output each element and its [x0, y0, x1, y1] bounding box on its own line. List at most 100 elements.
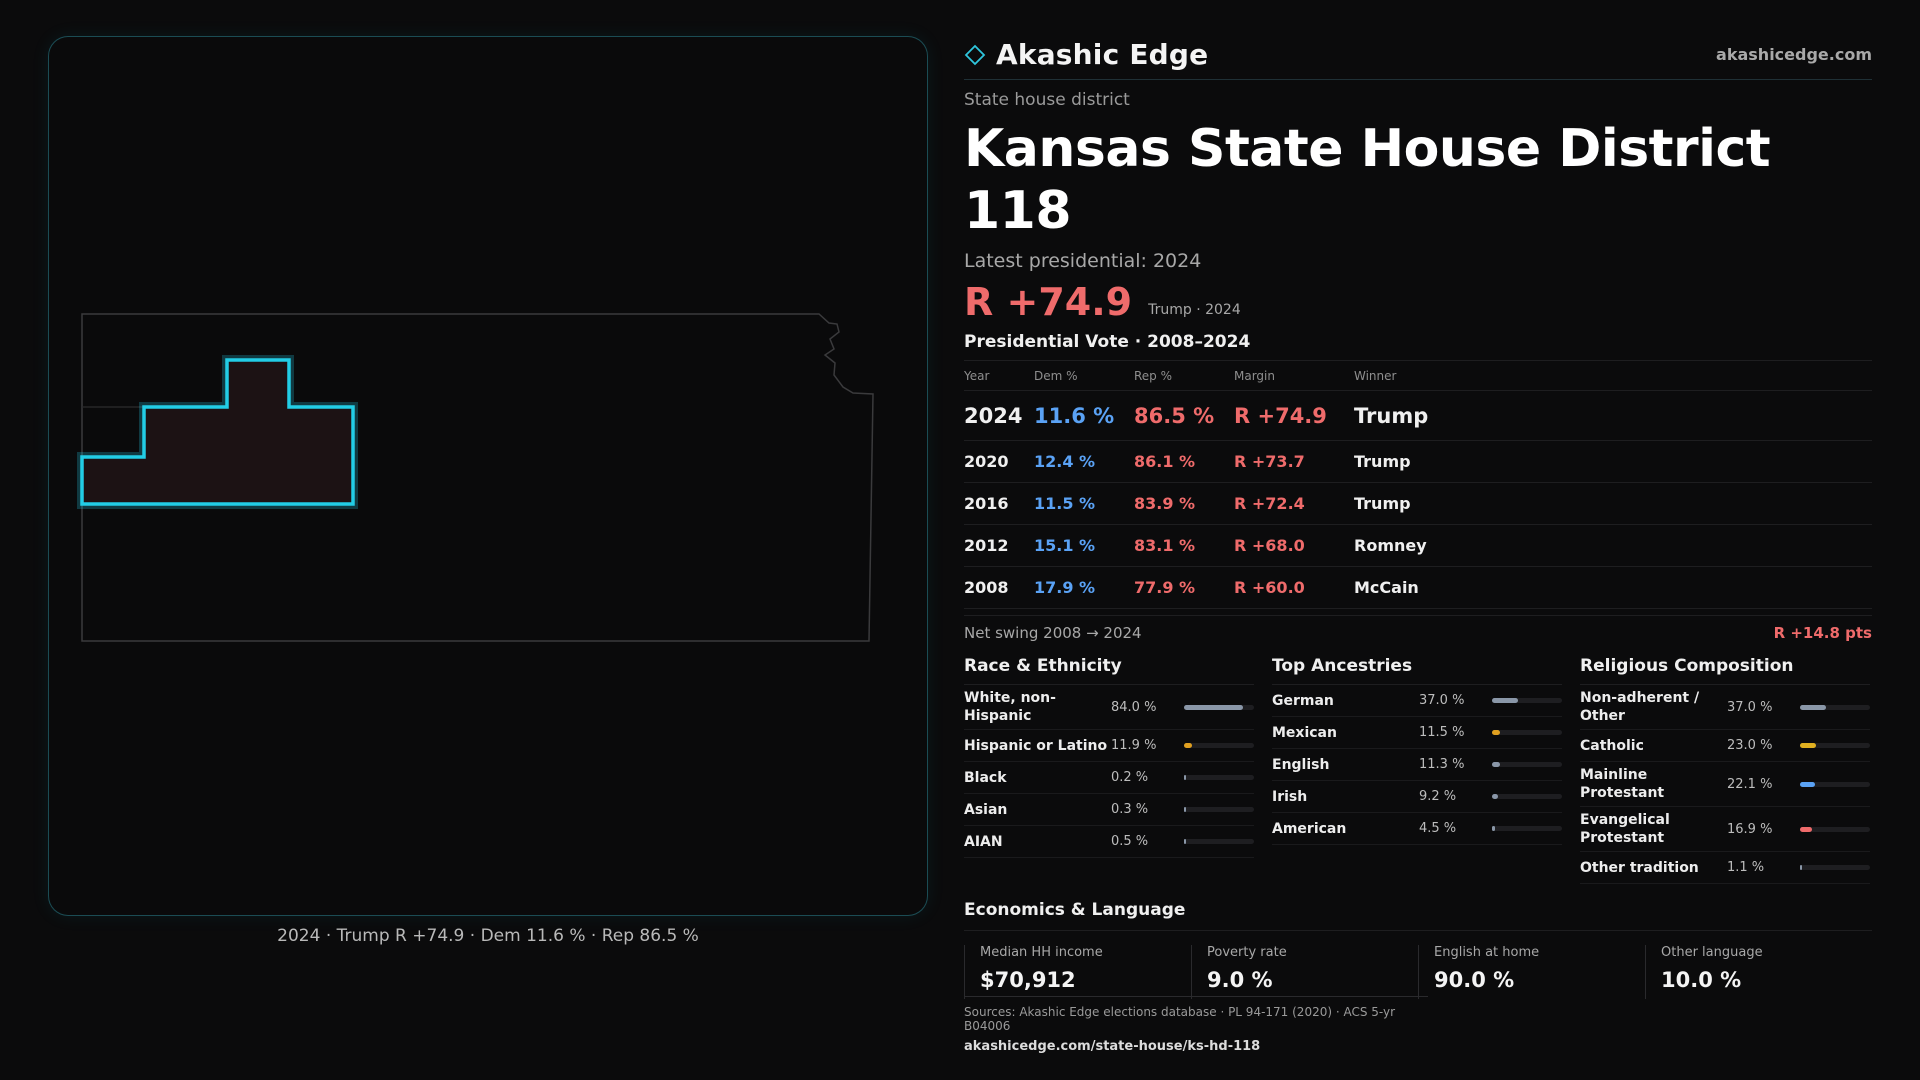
district-shape[interactable] [80, 358, 355, 506]
stat-bar-fill [1800, 704, 1826, 710]
cell-dem: 15.1 % [1034, 524, 1134, 567]
stat-row: Irish 9.2 % [1272, 781, 1562, 813]
stat-bar-fill [1800, 826, 1812, 832]
stat-label: Catholic [1580, 737, 1644, 754]
map-panel[interactable] [48, 36, 928, 916]
stat-value: 1.1 % [1727, 860, 1765, 875]
stat-label: Black [964, 769, 1007, 786]
stat-bar-fill [1492, 826, 1496, 831]
sources-text: Sources: Akashic Edge elections database… [964, 1005, 1396, 1033]
stat-bar [1184, 743, 1254, 748]
stat-row: English 11.3 % [1272, 749, 1562, 781]
presidential-vote-table: Year Dem % Rep % Margin Winner 2024 11.6… [964, 360, 1872, 609]
brand[interactable]: Akashic Edge [964, 38, 1208, 71]
stat-label: English [1272, 756, 1330, 773]
cell-year: 2024 [964, 390, 1034, 441]
margin-value: R +74.9 [964, 280, 1133, 324]
stat-value: 11.9 % [1111, 738, 1157, 753]
stat-bar-fill [1800, 743, 1817, 748]
stat-row: Non-adherent / Other 37.0 % [1580, 685, 1870, 730]
permalink[interactable]: akashicedge.com/state-house/ks-hd-118 [964, 1039, 1261, 1054]
econ-value: 90.0 % [1434, 968, 1515, 992]
stat-value: 4.5 % [1419, 821, 1457, 836]
stat-value: 0.5 % [1111, 834, 1149, 849]
stat-bar [1800, 826, 1870, 832]
stat-row: White, non-Hispanic 84.0 % [964, 685, 1254, 730]
stat-bar [1184, 839, 1254, 844]
cell-dem: 17.9 % [1034, 566, 1134, 609]
cell-rep: 86.5 % [1134, 390, 1234, 441]
stat-row: Evangelical Protestant 16.9 % [1580, 807, 1870, 852]
race-ethnicity-panel: Race & Ethnicity White, non-Hispanic 84.… [964, 656, 1254, 884]
stat-bar-fill [1492, 698, 1518, 703]
stat-label: Mexican [1272, 724, 1337, 741]
stat-value: 0.3 % [1111, 802, 1149, 817]
econ-stat: Median HH income $70,912 [964, 945, 1191, 999]
stat-label: Irish [1272, 788, 1308, 805]
stat-bar-fill [1184, 807, 1186, 812]
stat-label: Hispanic or Latino [964, 737, 1108, 754]
stat-bar [1184, 807, 1254, 812]
district-map[interactable] [49, 37, 928, 916]
econ-label: Poverty rate [1207, 945, 1287, 960]
cell-winner: McCain [1354, 566, 1872, 609]
cell-margin: R +74.9 [1234, 390, 1354, 441]
stat-row: AIAN 0.5 % [964, 826, 1254, 858]
panel-title: Religious Composition [1580, 656, 1870, 685]
economics-title: Economics & Language [964, 900, 1872, 931]
stat-value: 22.1 % [1727, 776, 1773, 792]
cell-rep: 77.9 % [1134, 566, 1234, 609]
stat-row: American 4.5 % [1272, 813, 1562, 845]
stat-value: 23.0 % [1727, 738, 1773, 753]
column-header-year: Year [964, 360, 1034, 391]
cell-dem: 11.5 % [1034, 482, 1134, 525]
econ-label: Median HH income [980, 945, 1103, 960]
econ-value: 10.0 % [1661, 968, 1742, 992]
stat-label: Other tradition [1580, 859, 1699, 876]
cell-winner: Trump [1354, 482, 1872, 525]
stat-value: 37.0 % [1419, 693, 1465, 708]
stat-value: 11.5 % [1419, 725, 1465, 740]
table-row[interactable]: 2024 11.6 % 86.5 % R +74.9 Trump [964, 390, 1872, 441]
cell-winner: Trump [1354, 440, 1872, 483]
brand-url-link[interactable]: akashicedge.com [1716, 45, 1872, 64]
table-row[interactable]: 2020 12.4 % 86.1 % R +73.7 Trump [964, 440, 1872, 483]
stat-bar-fill [1492, 762, 1500, 767]
net-swing-value: R +14.8 pts [1773, 624, 1872, 642]
column-header-winner: Winner [1354, 360, 1872, 391]
stat-bar [1800, 704, 1870, 710]
net-swing-label: Net swing 2008 → 2024 [964, 624, 1142, 642]
brand-header: Akashic Edge akashicedge.com [964, 30, 1872, 80]
cell-rep: 86.1 % [1134, 440, 1234, 483]
stat-bar-fill [1184, 775, 1186, 780]
demographics-columns: Race & Ethnicity White, non-Hispanic 84.… [964, 656, 1872, 884]
net-swing: Net swing 2008 → 2024 R +14.8 pts [964, 615, 1872, 642]
stat-label: White, non-Hispanic [964, 690, 1056, 724]
headline-margin: R +74.9 Trump · 2024 [964, 278, 1872, 324]
ancestries-panel: Top Ancestries German 37.0 % Mexican 11.… [1272, 656, 1562, 884]
cell-margin: R +72.4 [1234, 482, 1354, 525]
district-type: State house district [964, 90, 1130, 110]
cell-rep: 83.1 % [1134, 524, 1234, 567]
stat-row: Other tradition 1.1 % [1580, 852, 1870, 884]
table-row[interactable]: 2008 17.9 % 77.9 % R +60.0 McCain [964, 566, 1872, 609]
religious-composition-panel: Religious Composition Non-adherent / Oth… [1580, 656, 1870, 884]
stat-bar-fill [1184, 704, 1243, 710]
cell-year: 2008 [964, 566, 1034, 609]
cell-year: 2012 [964, 524, 1034, 567]
stat-value: 16.9 % [1727, 821, 1773, 837]
stat-row: Hispanic or Latino 11.9 % [964, 730, 1254, 762]
cell-winner: Trump [1354, 390, 1872, 441]
panel-title: Top Ancestries [1272, 656, 1562, 685]
econ-stat: Other language 10.0 % [1645, 945, 1872, 999]
cell-year: 2016 [964, 482, 1034, 525]
column-header-dem: Dem % [1034, 360, 1134, 391]
table-row[interactable]: 2016 11.5 % 83.9 % R +72.4 Trump [964, 482, 1872, 525]
stat-bar-fill [1800, 781, 1816, 787]
cell-rep: 83.9 % [1134, 482, 1234, 525]
table-row[interactable]: 2012 15.1 % 83.1 % R +68.0 Romney [964, 524, 1872, 567]
page-title: Kansas State House District 118 [964, 119, 1771, 241]
stat-row: Catholic 23.0 % [1580, 730, 1870, 762]
stat-bar-fill [1184, 839, 1186, 844]
stat-bar [1492, 762, 1562, 767]
